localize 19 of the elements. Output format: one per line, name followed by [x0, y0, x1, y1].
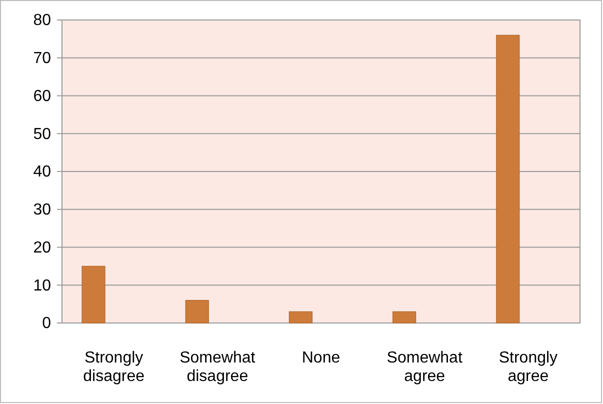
y-tick-label: 20 [33, 239, 52, 256]
x-tick-label: None [302, 349, 340, 366]
y-tick-label: 0 [42, 315, 52, 332]
y-tick-label: 80 [33, 12, 52, 30]
y-tick-label: 70 [33, 50, 52, 67]
bar [185, 300, 209, 324]
y-tick-label: 10 [33, 277, 52, 294]
y-tick-label: 60 [33, 88, 52, 105]
bar [392, 311, 416, 324]
bar [288, 311, 312, 324]
x-tick-label: Somewhat disagree [180, 349, 256, 385]
bar [496, 34, 520, 324]
y-tick-label: 30 [33, 201, 52, 218]
bar [82, 266, 106, 324]
y-tick-label: 50 [33, 126, 52, 143]
x-tick-label: Somewhat agree [386, 349, 463, 385]
x-tick-label: Strongly agree [498, 349, 558, 385]
y-tick-label: 40 [33, 164, 52, 181]
x-tick-label: Strongly disagree [83, 349, 145, 385]
